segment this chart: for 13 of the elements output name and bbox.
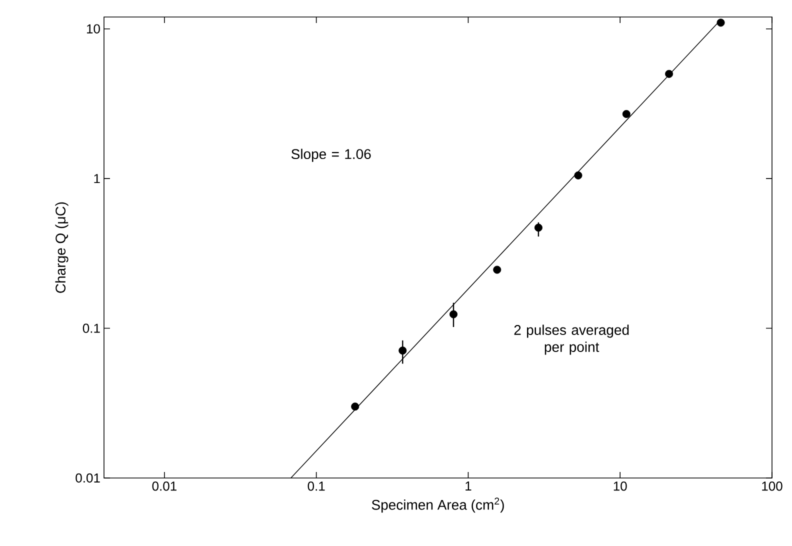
x-tick-label: 0.01 — [152, 482, 176, 491]
y-tick-label: 1 — [94, 174, 100, 184]
x-tick-label: 1 — [466, 482, 472, 490]
y-tick-label: 0.01 — [76, 473, 100, 483]
x-tick-label: 10 — [614, 482, 627, 491]
x-axis-title: Specimen Area (cm$^{2}$) — [372, 498, 504, 513]
annotation: 2 pulses averaged per point — [514, 324, 629, 355]
y-axis-title: Charge Q (μC) — [55, 202, 68, 293]
y-tick-label: 0.1 — [82, 324, 100, 333]
y-tick-label: 10 — [86, 24, 100, 34]
annotation: Slope = 1.06 — [291, 148, 371, 162]
x-tick-label: 100 — [762, 482, 782, 491]
x-tick-label: 0.1 — [308, 482, 325, 491]
